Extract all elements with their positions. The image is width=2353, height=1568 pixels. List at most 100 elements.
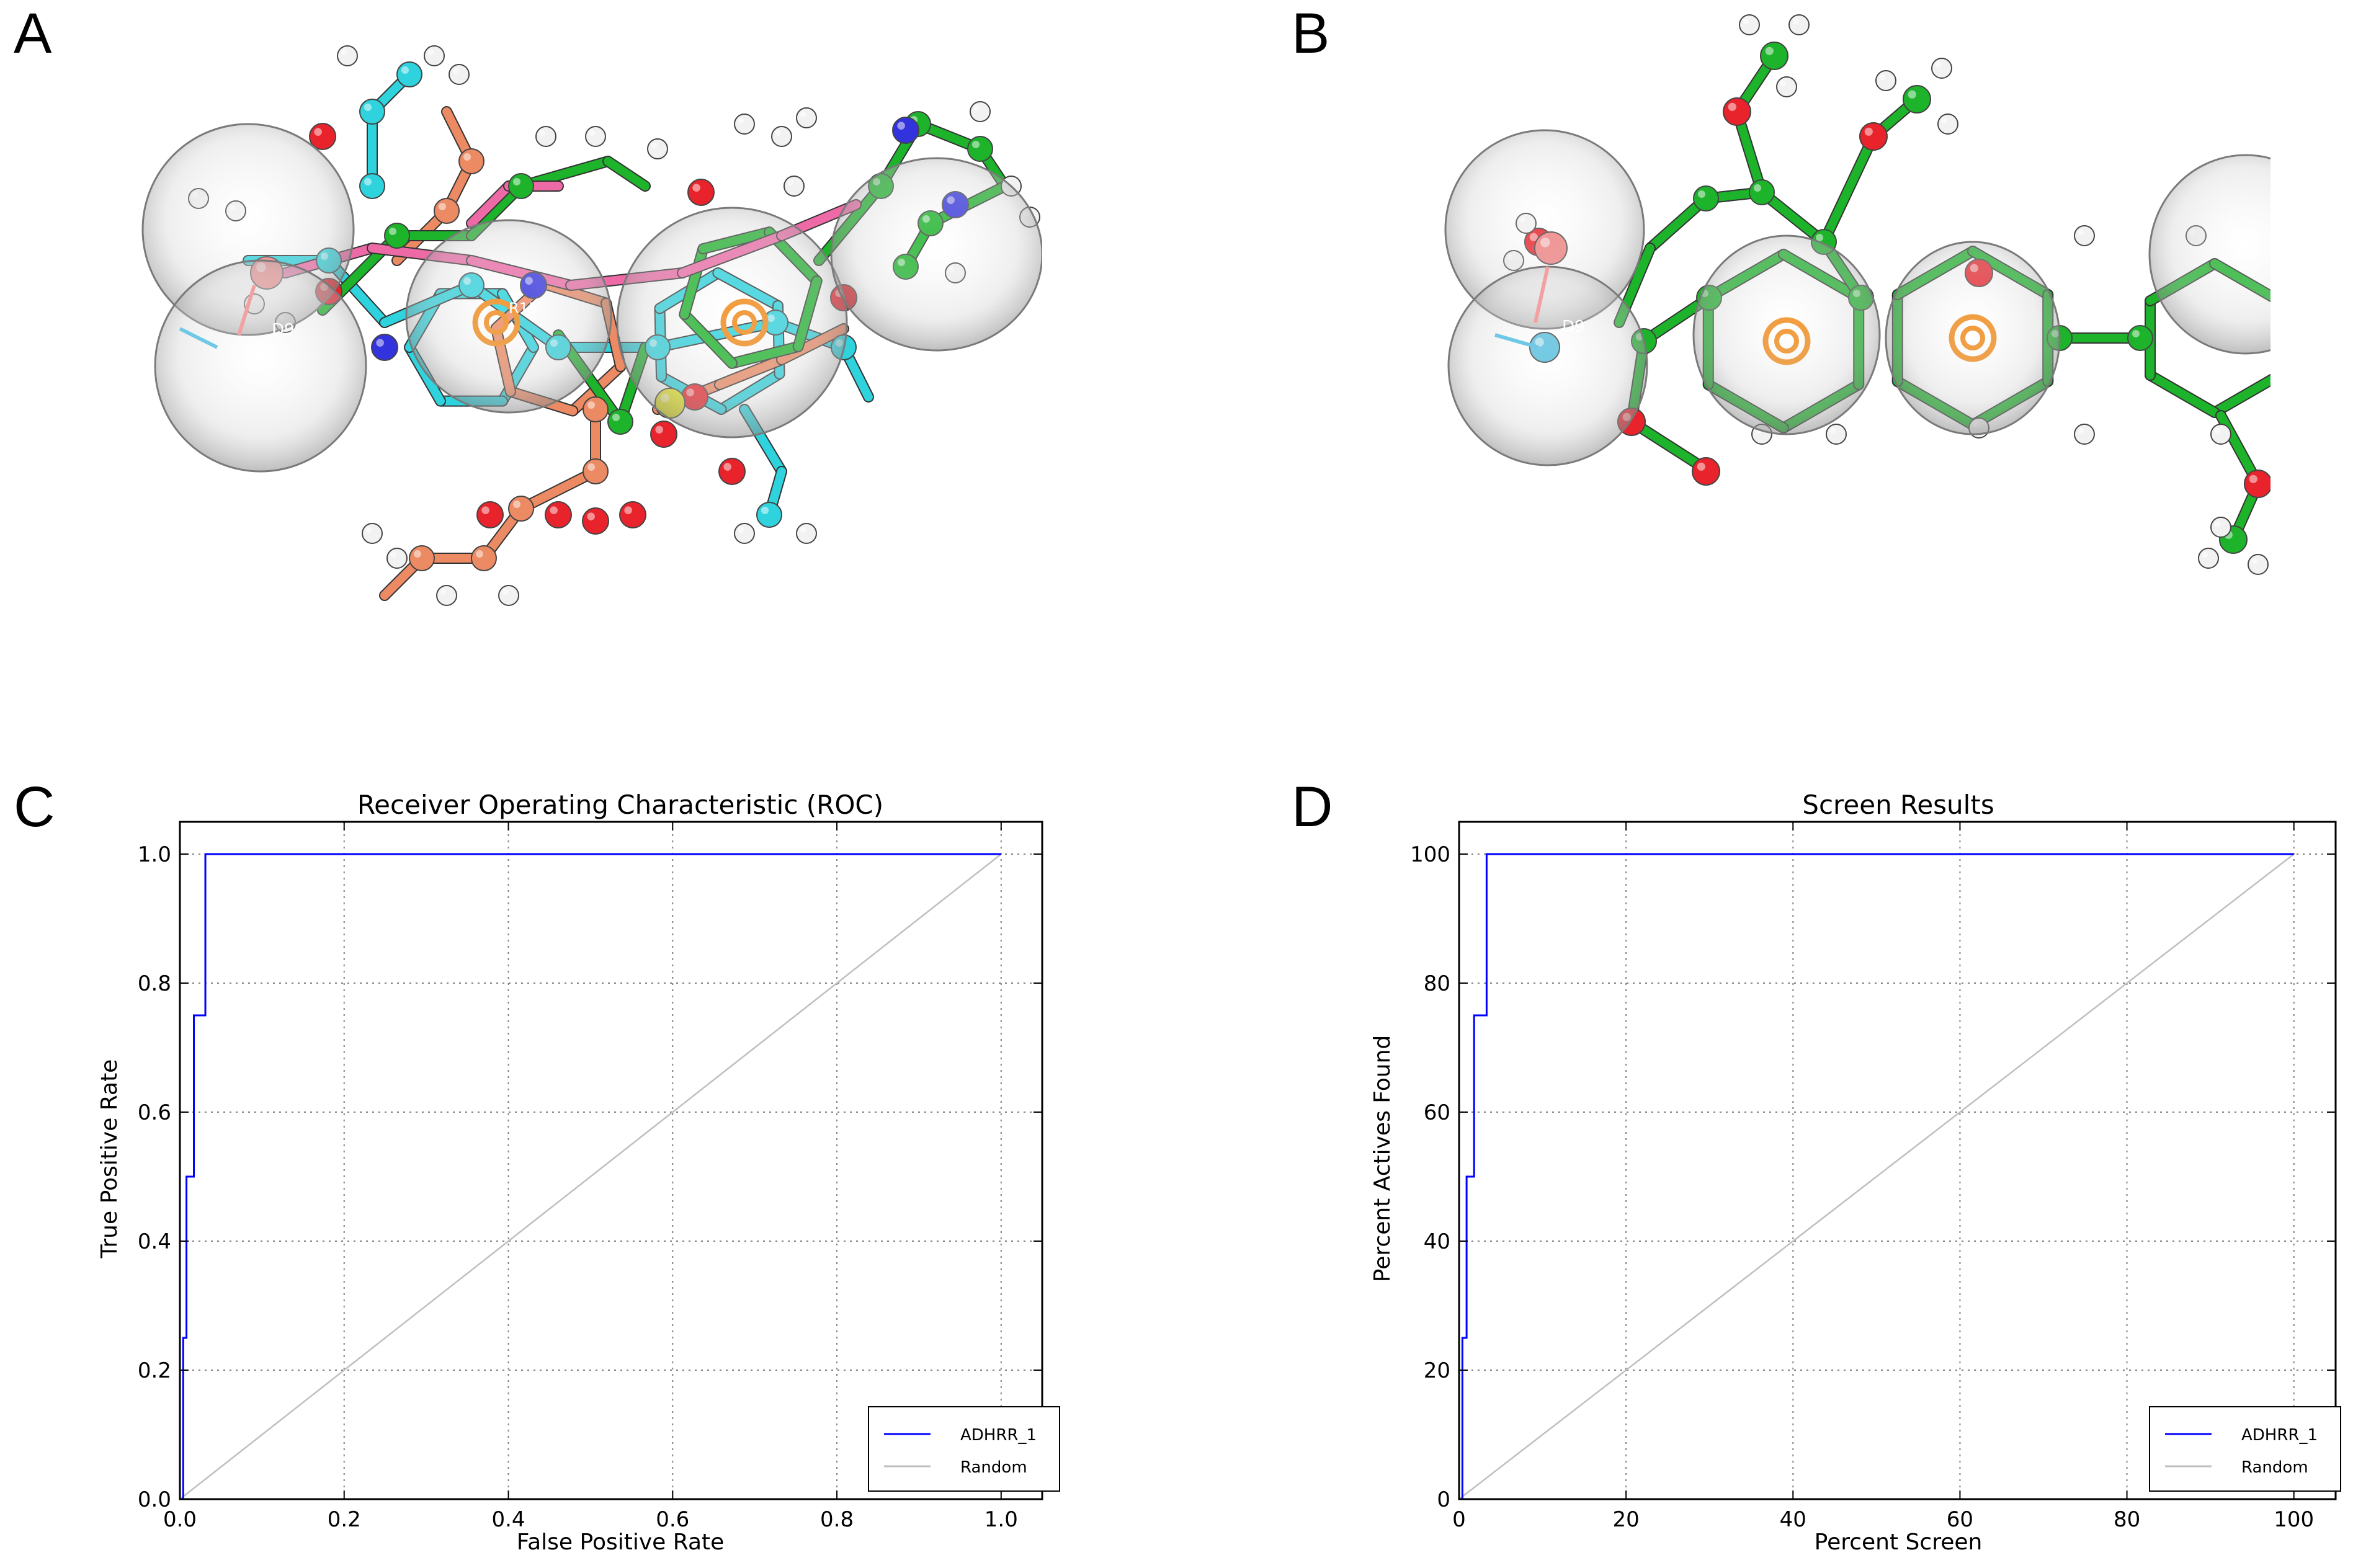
y-axis-label: Percent Actives Found xyxy=(1370,1035,1395,1282)
pharmacophore-sphere xyxy=(154,259,367,473)
atom-highlight xyxy=(314,128,322,136)
atom xyxy=(734,114,755,135)
atom-highlight xyxy=(587,401,595,409)
atom xyxy=(2210,424,2231,445)
atom-highlight xyxy=(587,512,595,520)
panel-label-d: D xyxy=(1292,775,1333,839)
atom-highlight xyxy=(1829,427,1836,434)
bond xyxy=(2146,371,2219,417)
atom xyxy=(337,45,358,66)
atom-highlight xyxy=(787,179,794,186)
atom-highlight xyxy=(973,105,980,112)
series-line-adhrr-1 xyxy=(1459,853,2294,1500)
acceptor-vector xyxy=(237,285,256,336)
atom xyxy=(756,502,782,528)
series-lines xyxy=(1458,853,2295,1500)
atom-highlight xyxy=(2214,427,2221,434)
atom xyxy=(796,107,817,128)
atom xyxy=(476,501,504,528)
y-tick-label: 0.4 xyxy=(138,1229,171,1254)
x-ticks: 0 20 40 60 80 100 xyxy=(1452,822,2314,1532)
atom-highlight xyxy=(1941,117,1948,124)
atom-highlight xyxy=(390,551,397,558)
atom-highlight xyxy=(800,111,806,118)
atom-highlight xyxy=(775,130,782,136)
legend: ADHRR_1 Random xyxy=(868,1406,1060,1492)
atom xyxy=(2248,554,2269,575)
feature-label-r15: R15 xyxy=(509,300,538,317)
atom xyxy=(508,496,534,522)
y-tick-label: 0.0 xyxy=(138,1487,171,1512)
x-tick-label: 100 xyxy=(2274,1507,2314,1532)
atom xyxy=(967,136,993,162)
x-axis-label: False Positive Rate xyxy=(517,1530,725,1555)
atom xyxy=(619,501,646,528)
bond xyxy=(1757,188,1828,246)
atom xyxy=(1903,85,1931,114)
atom xyxy=(359,173,385,199)
atom-highlight xyxy=(1816,234,1823,241)
atom-highlight xyxy=(1728,102,1736,111)
y-ticks: 0 20 40 60 80 100 xyxy=(1410,842,2336,1512)
atom-highlight xyxy=(2214,520,2221,527)
x-tick-label: 0.6 xyxy=(656,1507,689,1532)
atom xyxy=(1776,76,1797,97)
atom-highlight xyxy=(463,153,471,161)
atom-highlight xyxy=(439,203,446,210)
atom xyxy=(371,334,398,361)
atom-highlight xyxy=(341,49,347,56)
y-ticks: 0.0 0.2 0.4 0.6 0.8 1.0 xyxy=(138,842,1042,1512)
atom xyxy=(687,179,715,206)
atom-highlight xyxy=(1864,127,1873,136)
atom-highlight xyxy=(1765,47,1774,55)
atom-highlight xyxy=(587,463,595,471)
atom xyxy=(607,409,633,435)
atom-highlight xyxy=(2078,427,2084,434)
chart-title: Screen Results xyxy=(1802,790,1994,820)
y-tick-label: 60 xyxy=(1424,1100,1450,1125)
molecule-overlay-a: D9 R15 xyxy=(141,45,1042,606)
x-tick-label: 60 xyxy=(1947,1507,1973,1532)
x-ticks: 0.0 0.2 0.4 0.6 0.8 1.0 xyxy=(163,822,1018,1532)
atom-highlight xyxy=(897,122,905,130)
atom-highlight xyxy=(738,117,744,124)
atom xyxy=(1693,185,1719,212)
atom-highlight xyxy=(624,506,632,514)
y-tick-label: 20 xyxy=(1424,1358,1450,1383)
atom-highlight xyxy=(1780,80,1787,87)
atom-highlight xyxy=(589,130,596,136)
atom-highlight xyxy=(2132,330,2140,337)
atom xyxy=(582,507,609,535)
legend-label-random: Random xyxy=(960,1458,1027,1477)
atom xyxy=(2074,225,2095,246)
atom xyxy=(970,101,991,122)
legend-box xyxy=(2149,1406,2341,1492)
atom xyxy=(647,138,668,159)
atom xyxy=(409,545,435,571)
atom xyxy=(396,61,422,87)
x-tick-label: 20 xyxy=(1613,1507,1640,1532)
atom xyxy=(1931,58,1952,79)
atom xyxy=(535,126,556,147)
atom xyxy=(2127,325,2153,351)
atom-highlight xyxy=(651,142,658,149)
x-tick-label: 0.8 xyxy=(820,1507,854,1532)
pharmacophore-spheres xyxy=(141,123,1042,473)
atom xyxy=(458,148,484,174)
atom xyxy=(2210,517,2231,538)
atom xyxy=(384,223,410,249)
atom-highlight xyxy=(1908,90,1916,99)
atom xyxy=(1723,97,1751,126)
atom-highlight xyxy=(738,527,744,533)
atom xyxy=(1826,424,1847,445)
atom xyxy=(583,396,609,422)
panel-label-c: C xyxy=(14,775,55,839)
atom-highlight xyxy=(800,527,806,533)
atom-highlight xyxy=(513,501,520,508)
atom-highlight xyxy=(1698,190,1705,198)
bond xyxy=(604,157,650,190)
atom-highlight xyxy=(972,141,980,148)
atom xyxy=(585,126,606,147)
atom xyxy=(650,421,677,448)
pharmacophore-sphere xyxy=(1692,234,1881,435)
